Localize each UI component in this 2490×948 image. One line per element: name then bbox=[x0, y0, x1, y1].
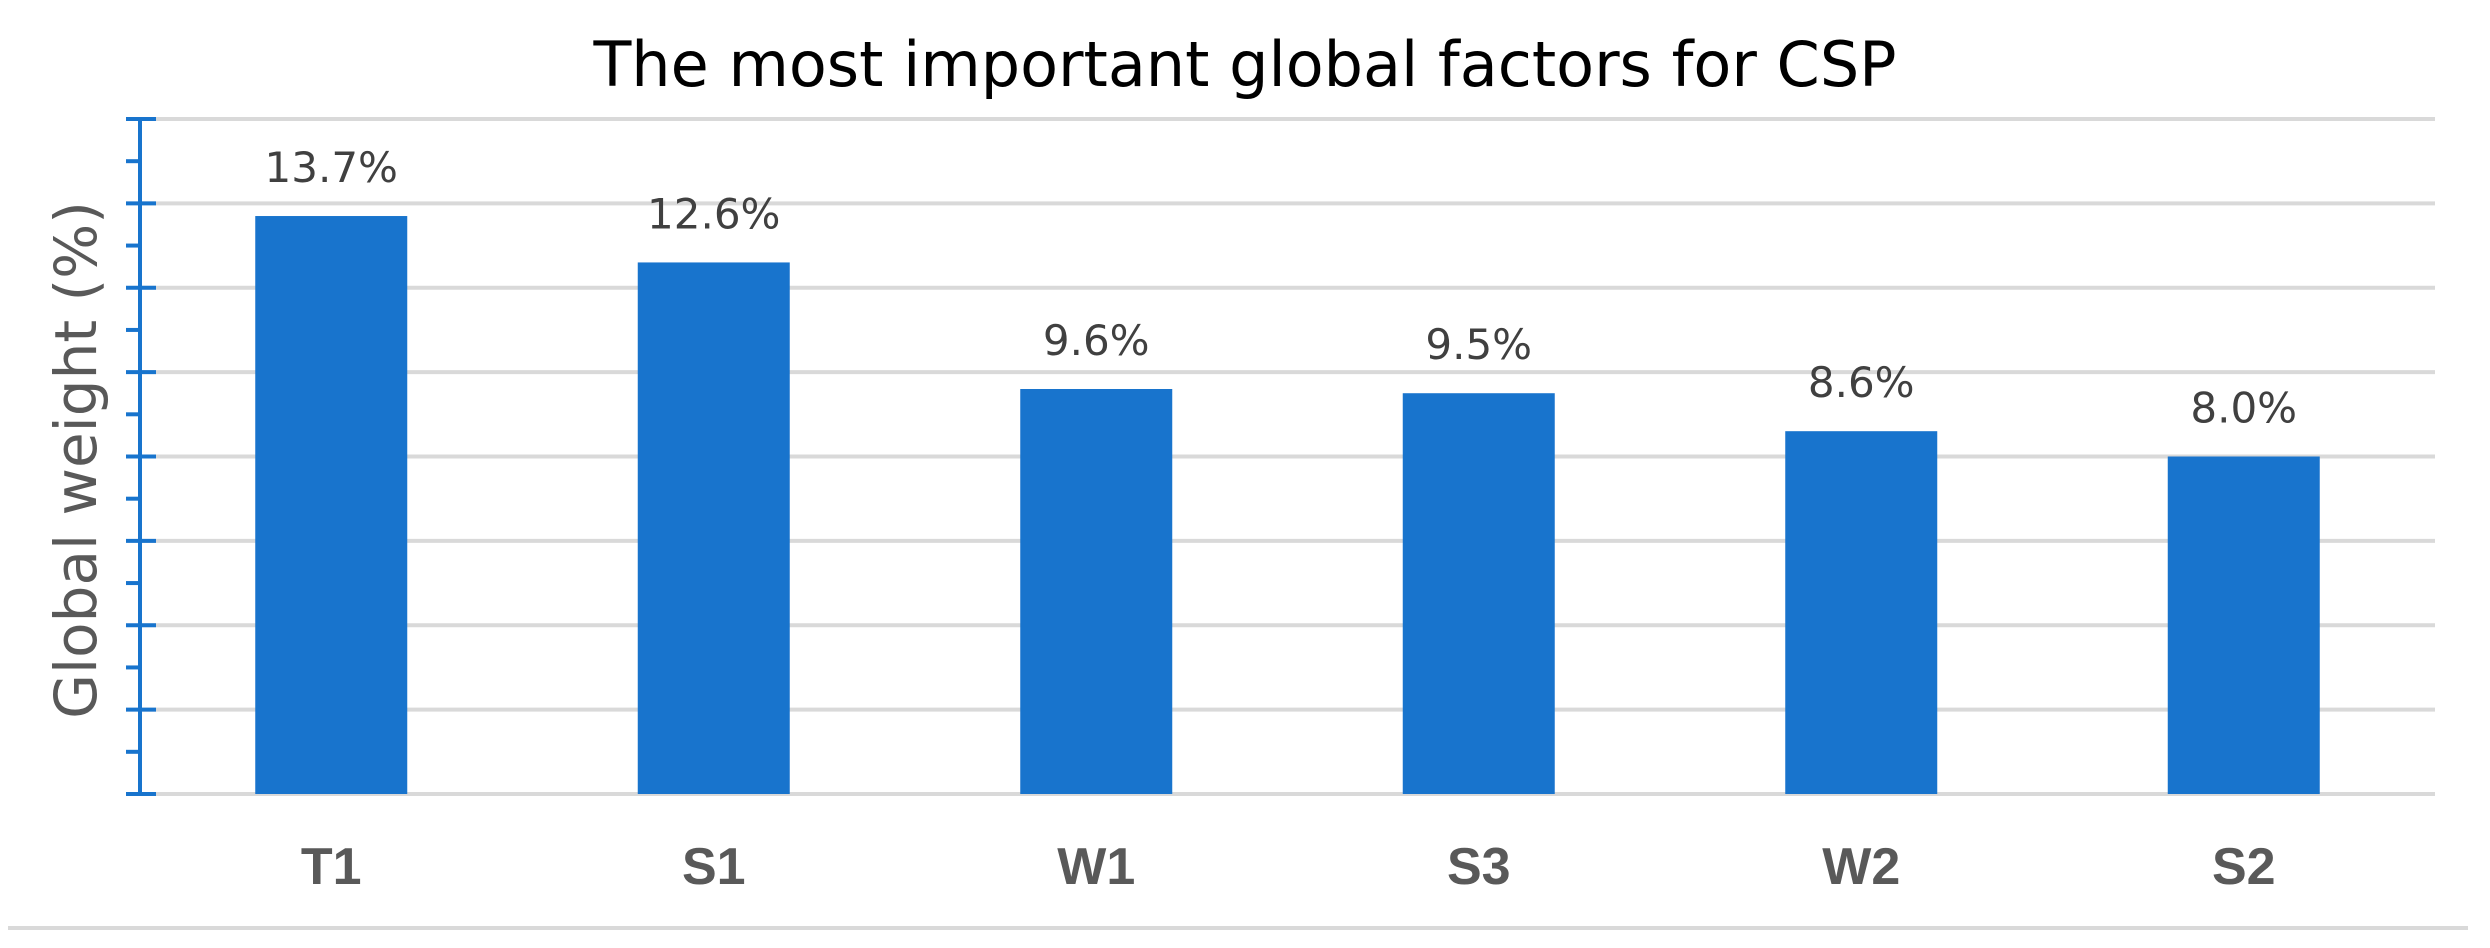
data-labels: 13.7% 12.6% 9.6% 9.5% 8.6% 8.0% bbox=[265, 143, 2298, 432]
category-label: S2 bbox=[2212, 838, 2276, 896]
category-label: W2 bbox=[1822, 838, 1900, 896]
bar-s2 bbox=[2167, 456, 2320, 794]
gridlines bbox=[140, 117, 2435, 796]
y-axis-label: Global weight (%) bbox=[42, 201, 110, 719]
bar-s3 bbox=[1402, 393, 1555, 794]
category-label: T1 bbox=[301, 838, 362, 896]
data-label: 12.6% bbox=[647, 189, 780, 238]
data-label: 13.7% bbox=[265, 143, 398, 192]
chart-title: The most important global factors for CS… bbox=[592, 28, 1896, 101]
category-labels: T1 S1 W1 S3 W2 S2 bbox=[301, 838, 2276, 896]
data-label: 8.6% bbox=[1808, 358, 1915, 407]
bar-t1 bbox=[255, 216, 408, 794]
y-axis bbox=[126, 117, 156, 796]
category-label: W1 bbox=[1057, 838, 1135, 896]
bars bbox=[255, 216, 2320, 794]
bar-s1 bbox=[637, 262, 790, 794]
data-label: 8.0% bbox=[2190, 384, 2297, 433]
category-label: S3 bbox=[1447, 838, 1511, 896]
data-label: 9.5% bbox=[1425, 320, 1532, 369]
bar-w1 bbox=[1020, 389, 1173, 794]
category-label: S1 bbox=[682, 838, 746, 896]
bar-w2 bbox=[1785, 431, 1938, 794]
data-label: 9.6% bbox=[1043, 316, 1150, 365]
